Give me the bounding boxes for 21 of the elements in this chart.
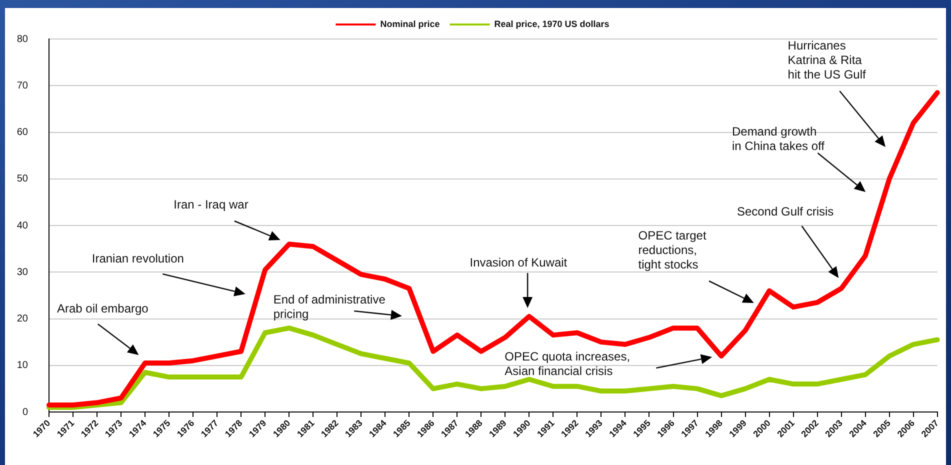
annotation: OPEC quota increases, Asian financial crisis: [504, 349, 630, 378]
legend-label: Real price, 1970 US dollars: [494, 18, 610, 29]
annotation: Second Gulf crisis: [736, 204, 834, 218]
y-tick-label: 80: [16, 34, 28, 45]
y-tick-label: 30: [16, 266, 28, 278]
y-tick-label: 60: [16, 127, 28, 138]
y-tick-label: 20: [16, 314, 28, 324]
annotation: OPEC target reductions, tight stocks: [638, 228, 707, 272]
y-tick-label: 40: [16, 220, 28, 232]
annotation: Iran - Iraq war: [174, 197, 248, 212]
annotation: Hurricanes Katrina & Rita hit the US Gulf: [788, 38, 867, 82]
annotation: Invasion of Kuwait: [470, 255, 568, 270]
legend-label: Nominal price: [380, 18, 440, 29]
annotation: End of administrative pricing: [273, 292, 386, 321]
annotation: Iranian revolution: [92, 251, 184, 266]
y-tick-label: 70: [16, 80, 28, 92]
y-tick-label: 0: [22, 406, 28, 418]
y-tick-label: 50: [16, 174, 28, 185]
annotation: Demand growth in China takes off: [732, 124, 826, 153]
annotation: Arab oil embargo: [56, 301, 149, 316]
y-tick-label: 10: [16, 360, 28, 372]
